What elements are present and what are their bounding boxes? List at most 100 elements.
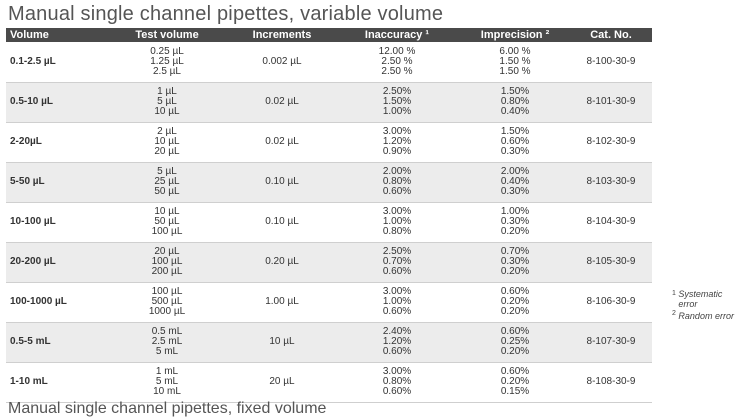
- test-volume-cell-value: 0.5 mL: [151, 326, 183, 337]
- inaccuracy-cell: 3.00% 1.20% 0.90%: [334, 122, 460, 163]
- specifications-table: Volume Test volume Increments Inaccuracy…: [6, 28, 652, 403]
- imprecision-cell-value: 2.00%: [500, 166, 530, 177]
- increment-cell: 1.00 µL: [230, 282, 334, 323]
- inaccuracy-cell-value: 1.50%: [382, 96, 412, 107]
- imprecision-cell: 0.60% 0.20% 0.20%: [460, 282, 570, 323]
- imprecision-cell-value: 0.20%: [500, 266, 530, 277]
- imprecision-cell-value: 0.15%: [500, 386, 530, 397]
- table-row: 10-100 µL 10 µL 50 µL 100 µL 0.10 µL 3.00% 1.0…: [6, 202, 652, 243]
- imprecision-cell-value: 0.70%: [500, 246, 530, 257]
- test-volume-cell: 10 µL 50 µL 100 µL: [104, 202, 230, 243]
- test-volume-cell-value: 200 µL: [151, 266, 183, 277]
- table-body: 0.1-2.5 µL 0.25 µL 1.25 µL 2.5 µL 0.002 µL 12…: [6, 42, 652, 403]
- table-row: 100-1000 µL 100 µL 500 µL 1000 µL 1.00 µL 3.0…: [6, 282, 652, 323]
- inaccuracy-cell: 3.00% 1.00% 0.60%: [334, 282, 460, 323]
- test-volume-cell-value: 5 mL: [155, 346, 179, 357]
- inaccuracy-cell: 3.00% 0.80% 0.60%: [334, 362, 460, 403]
- inaccuracy-cell-value: 0.90%: [382, 146, 412, 157]
- imprecision-cell-value: 0.25%: [500, 336, 530, 347]
- inaccuracy-cell: 2.40% 1.20% 0.60%: [334, 322, 460, 363]
- imprecision-cell-value: 6.00 %: [499, 45, 531, 57]
- increment-cell: 0.02 µL: [230, 122, 334, 163]
- footnotes: 1 Systematic error 2 Random error: [672, 289, 744, 321]
- imprecision-cell-value: 0.60%: [500, 366, 530, 377]
- test-volume-cell-value: 500 µL: [151, 296, 183, 307]
- imprecision-cell-value: 0.20%: [500, 346, 530, 357]
- volume-cell: 2-20µL: [6, 122, 104, 163]
- table-header-row: Volume Test volume Increments Inaccuracy…: [6, 28, 652, 42]
- imprecision-cell: 1.50% 0.80% 0.40%: [460, 82, 570, 123]
- imprecision-cell: 6.00 % 1.50 % 1.50 %: [460, 42, 570, 83]
- footnote-1: 1 Systematic error: [672, 289, 744, 309]
- table-row: 5-50 µL 5 µL 25 µL 50 µL 0.10 µL 2.00% 0.80% 0.…: [6, 162, 652, 203]
- imprecision-cell-value: 0.40%: [500, 106, 530, 117]
- test-volume-cell-value: 10 µL: [154, 136, 180, 147]
- volume-cell: 1-10 mL: [6, 362, 104, 403]
- column-header-imprecision: Imprecision ²: [460, 28, 570, 42]
- imprecision-cell-value: 1.50%: [500, 126, 530, 137]
- cat-no-cell: 8-108-30-9: [570, 362, 652, 403]
- test-volume-cell: 20 µL 100 µL 200 µL: [104, 242, 230, 283]
- cat-no-cell: 8-102-30-9: [570, 122, 652, 163]
- increment-cell: 0.10 µL: [230, 202, 334, 243]
- inaccuracy-cell-value: 0.60%: [382, 186, 412, 197]
- table-row: 0.1-2.5 µL 0.25 µL 1.25 µL 2.5 µL 0.002 µL 12…: [6, 42, 652, 83]
- test-volume-cell-value: 5 mL: [155, 376, 179, 387]
- imprecision-cell: 0.60% 0.20% 0.15%: [460, 362, 570, 403]
- imprecision-cell-value: 1.00%: [500, 206, 530, 217]
- inaccuracy-cell-value: 3.00%: [382, 126, 412, 137]
- imprecision-cell-value: 0.30%: [500, 216, 530, 227]
- test-volume-cell: 0.5 mL 2.5 mL 5 mL: [104, 322, 230, 363]
- inaccuracy-cell: 2.50% 1.50% 1.00%: [334, 82, 460, 123]
- test-volume-cell: 100 µL 500 µL 1000 µL: [104, 282, 230, 323]
- inaccuracy-cell-value: 1.20%: [382, 336, 412, 347]
- inaccuracy-cell-value: 12.00 %: [378, 45, 416, 57]
- column-header-increments: Increments: [230, 28, 334, 42]
- volume-cell: 5-50 µL: [6, 162, 104, 203]
- imprecision-cell: 1.00% 0.30% 0.20%: [460, 202, 570, 243]
- test-volume-cell: 1 µL 5 µL 10 µL: [104, 82, 230, 123]
- inaccuracy-cell-value: 0.60%: [382, 346, 412, 357]
- test-volume-cell-value: 5 µL: [157, 166, 177, 177]
- cat-no-cell: 8-105-30-9: [570, 242, 652, 283]
- increment-cell: 0.02 µL: [230, 82, 334, 123]
- imprecision-cell: 0.70% 0.30% 0.20%: [460, 242, 570, 283]
- table-row: 2-20µL 2 µL 10 µL 20 µL 0.02 µL 3.00% 1.20% 0.9…: [6, 122, 652, 163]
- volume-cell: 100-1000 µL: [6, 282, 104, 323]
- test-volume-cell-value: 100 µL: [151, 226, 183, 237]
- test-volume-cell-value: 2 µL: [157, 126, 177, 137]
- test-volume-cell-value: 100 µL: [151, 256, 183, 267]
- inaccuracy-cell-value: 2.00%: [382, 166, 412, 177]
- test-volume-cell-value: 10 mL: [153, 386, 181, 397]
- imprecision-cell-value: 1.50 %: [499, 65, 531, 77]
- volume-cell: 20-200 µL: [6, 242, 104, 283]
- table-row: 1-10 mL 1 mL 5 mL 10 mL 20 µL 3.00% 0.80% 0.60%…: [6, 362, 652, 403]
- column-header-inaccuracy: Inaccuracy ¹: [334, 28, 460, 42]
- imprecision-cell-value: 0.30%: [500, 186, 530, 197]
- imprecision-cell-value: 0.60%: [500, 136, 530, 147]
- inaccuracy-cell-value: 0.80%: [382, 176, 412, 187]
- increment-cell: 0.002 µL: [230, 42, 334, 83]
- imprecision-cell-value: 0.20%: [500, 376, 530, 387]
- imprecision-cell-value: 0.20%: [500, 296, 530, 307]
- footnote-marker: 2: [672, 310, 676, 317]
- test-volume-cell-value: 20 µL: [154, 246, 180, 257]
- column-header-test-volume: Test volume: [104, 28, 230, 42]
- imprecision-cell-value: 0.20%: [500, 306, 530, 317]
- increment-cell: 10 µL: [230, 322, 334, 363]
- table-row: 0.5-5 mL 0.5 mL 2.5 mL 5 mL 10 µL 2.40% 1.20% 0…: [6, 322, 652, 363]
- inaccuracy-cell-value: 0.60%: [382, 306, 412, 317]
- imprecision-cell: 1.50% 0.60% 0.30%: [460, 122, 570, 163]
- volume-cell: 10-100 µL: [6, 202, 104, 243]
- imprecision-cell-value: 0.60%: [500, 326, 530, 337]
- imprecision-cell-value: 0.30%: [500, 146, 530, 157]
- footnote-text: Systematic error: [678, 289, 723, 309]
- table-row: 20-200 µL 20 µL 100 µL 200 µL 0.20 µL 2.50% 0.…: [6, 242, 652, 283]
- volume-cell: 0.1-2.5 µL: [6, 42, 104, 83]
- test-volume-cell-value: 20 µL: [154, 146, 180, 157]
- inaccuracy-cell-value: 0.70%: [382, 256, 412, 267]
- imprecision-cell: 0.60% 0.25% 0.20%: [460, 322, 570, 363]
- cat-no-cell: 8-107-30-9: [570, 322, 652, 363]
- footnote-2: 2 Random error: [672, 309, 744, 321]
- imprecision-cell-value: 0.40%: [500, 176, 530, 187]
